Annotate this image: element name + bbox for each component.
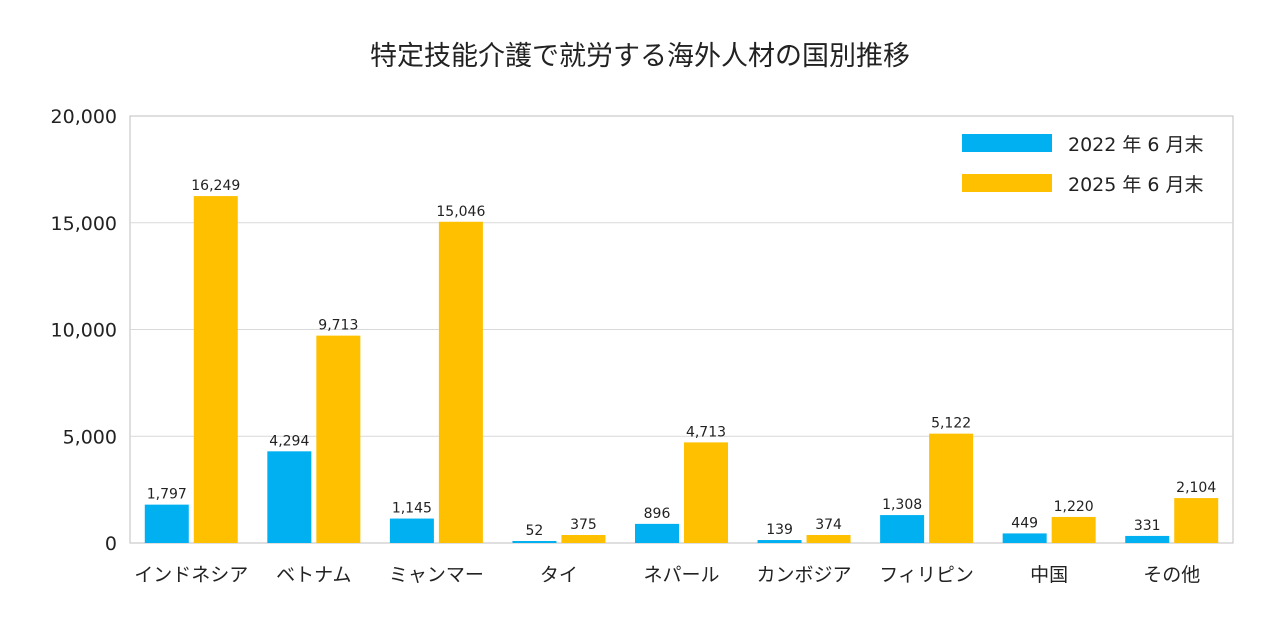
x-category-label: ベトナム	[276, 564, 351, 586]
bars	[144, 196, 1219, 544]
y-axis-ticks: 0 5,000 10,000 15,000 20,000	[51, 106, 117, 555]
chart-title: 特定技能介護で就労する海外人材の国別推移	[370, 41, 910, 72]
data-label: 2,104	[1176, 480, 1216, 496]
data-labels: 1,797 16,249 4,294 9,713 1,145 15,046 52 375 896…	[147, 178, 1217, 539]
bar-2025	[316, 335, 361, 543]
data-label: 4,713	[686, 424, 726, 440]
legend: 2022 年 6 月末 2025 年 6 月末	[962, 134, 1204, 196]
legend-label: 2022 年 6 月末	[1068, 134, 1204, 156]
x-category-label: 中国	[1030, 564, 1068, 586]
bar-2022	[1125, 535, 1170, 543]
y-tick-label: 5,000	[63, 426, 117, 448]
data-label: 139	[766, 522, 793, 538]
x-category-label: ネパール	[643, 564, 719, 586]
x-category-label: ミャンマー	[389, 564, 484, 586]
legend-swatch-2025	[962, 174, 1052, 192]
x-category-label: その他	[1143, 564, 1200, 586]
bar-2022	[144, 504, 189, 543]
bar-2022	[267, 451, 312, 543]
data-label: 375	[570, 517, 597, 533]
data-label: 331	[1134, 518, 1161, 534]
data-label: 1,797	[147, 487, 187, 503]
data-label: 374	[815, 517, 842, 533]
x-axis-categories: インドネシア ベトナム ミャンマー タイ ネパール カンボジア フィリピン 中国 その他	[134, 564, 1200, 586]
y-tick-label: 15,000	[51, 213, 117, 235]
bar-2022	[1002, 533, 1047, 543]
data-label: 15,046	[436, 204, 485, 220]
bar-2022	[389, 518, 434, 543]
bar-2025	[684, 442, 728, 543]
bar-2025	[438, 221, 483, 544]
x-category-label: インドネシア	[134, 564, 248, 586]
data-label: 52	[526, 523, 544, 539]
legend-label: 2025 年 6 月末	[1068, 174, 1204, 196]
bar-2025	[806, 535, 851, 543]
legend-swatch-2022	[962, 134, 1052, 152]
data-label: 16,249	[191, 178, 240, 194]
y-tick-label: 0	[105, 533, 117, 555]
bar-2025	[193, 196, 238, 543]
x-category-label: カンボジア	[757, 564, 852, 586]
bar-2025	[929, 433, 974, 543]
data-label: 5,122	[931, 416, 971, 432]
bar-2022	[880, 515, 925, 543]
x-category-label: フィリピン	[879, 564, 974, 586]
data-label: 9,713	[318, 318, 358, 334]
data-label: 1,308	[882, 497, 922, 513]
bar-2022	[512, 541, 557, 543]
data-label: 4,294	[269, 433, 309, 449]
bar-2022	[635, 523, 679, 543]
data-label: 449	[1011, 515, 1038, 531]
data-label: 896	[644, 506, 671, 522]
bar-2022	[757, 540, 802, 543]
data-label: 1,145	[392, 501, 432, 517]
bar-2025	[1174, 498, 1219, 543]
bar-2025	[1051, 516, 1096, 543]
gridlines	[129, 115, 1234, 544]
bar-2025	[561, 534, 606, 543]
data-label: 1,220	[1054, 499, 1094, 515]
x-category-label: タイ	[540, 564, 578, 586]
y-tick-label: 10,000	[51, 320, 117, 342]
y-tick-label: 20,000	[51, 106, 117, 128]
